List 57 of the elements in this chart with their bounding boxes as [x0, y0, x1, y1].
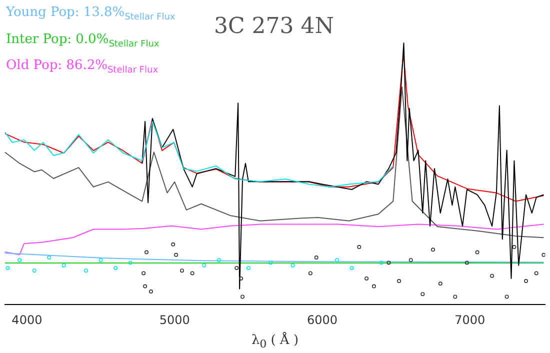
point	[98, 258, 103, 262]
point	[239, 276, 244, 280]
point	[408, 258, 413, 262]
point	[438, 282, 442, 286]
x-tick-label: 7000	[454, 312, 486, 327]
point	[190, 271, 194, 276]
point	[335, 258, 340, 262]
point	[114, 266, 118, 270]
text: Old Pop: 86.2%$_{Stellar Flux}$	[6, 58, 158, 76]
point	[357, 245, 362, 250]
point	[386, 260, 391, 265]
point	[148, 290, 153, 294]
point	[364, 276, 369, 280]
text: Young Pop: 13.8%$_{Stellar Flux}$	[6, 5, 176, 23]
point	[490, 274, 494, 278]
point	[290, 263, 295, 268]
point	[464, 260, 469, 265]
point	[6, 266, 10, 270]
point	[268, 260, 273, 265]
point	[379, 260, 384, 265]
point	[453, 294, 458, 299]
point	[372, 284, 376, 288]
chart-title: 3C 273 4N	[214, 14, 334, 39]
point	[18, 258, 22, 262]
point	[84, 268, 88, 273]
x-tick-label: 5000	[159, 312, 190, 327]
point	[350, 266, 354, 270]
x-axis-title: λ$_{0}$ ( Å )	[250, 333, 300, 351]
point	[202, 263, 206, 268]
point	[504, 294, 509, 299]
point	[308, 271, 312, 276]
point	[171, 242, 176, 246]
point	[32, 268, 36, 273]
point	[62, 263, 66, 268]
point	[128, 260, 132, 265]
point	[512, 245, 516, 250]
point	[397, 279, 402, 284]
point	[430, 248, 435, 252]
point	[534, 271, 538, 276]
point	[420, 292, 425, 296]
x-tick-label: 6000	[306, 312, 338, 327]
point	[475, 250, 480, 254]
x-tick-label: 4000	[12, 312, 42, 327]
point	[47, 256, 52, 260]
point	[216, 258, 221, 262]
point	[144, 250, 149, 254]
point	[240, 294, 245, 299]
point	[143, 284, 148, 288]
point	[314, 256, 318, 260]
point	[234, 266, 239, 270]
text: Inter Pop: 0.0%$_{Stellar Flux}$	[6, 32, 160, 50]
point	[246, 266, 250, 270]
point	[542, 252, 546, 257]
point	[174, 252, 178, 257]
point	[180, 268, 184, 273]
point	[524, 279, 528, 284]
point	[142, 271, 146, 276]
